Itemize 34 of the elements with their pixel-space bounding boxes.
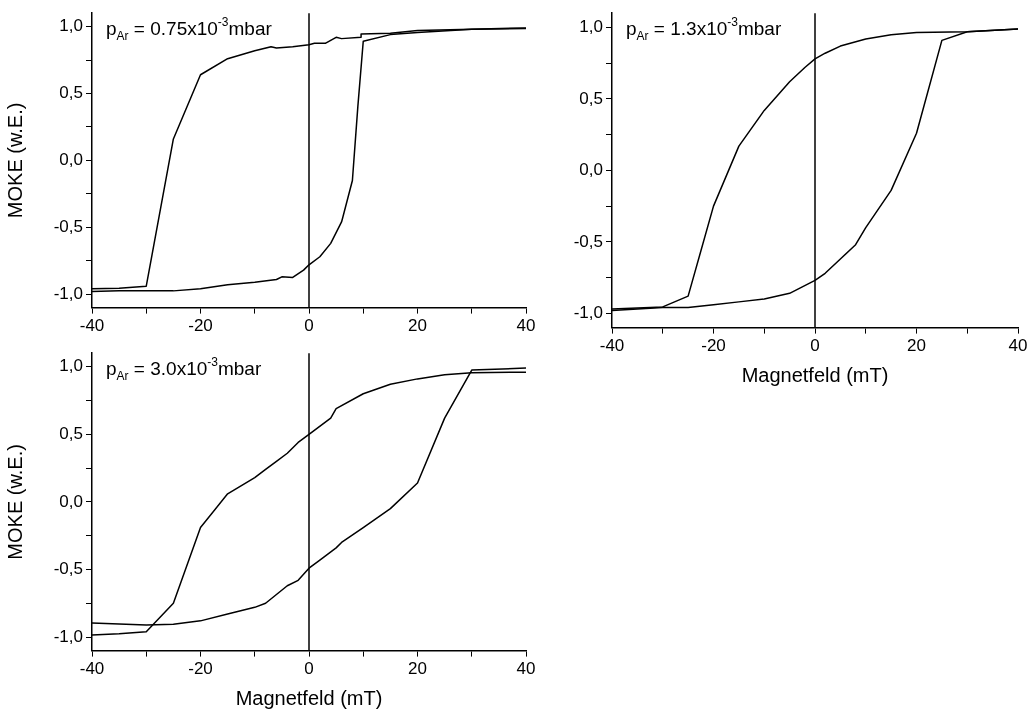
x-tick-label: -20 [701, 336, 726, 356]
y-tick-label: -0,5 [53, 217, 83, 236]
y-tick-label: 0,5 [59, 83, 83, 103]
x-tick-label: 40 [516, 316, 536, 336]
y-tick-label: 1,0 [59, 356, 83, 376]
y-tick-label: -0,5 [573, 231, 603, 251]
y-tick-label: -1,0 [573, 303, 603, 322]
y-tick-label: 0,5 [59, 424, 83, 443]
x-tick-label: 20 [907, 336, 926, 356]
y-tick-label: 1,0 [579, 17, 603, 37]
y-tick-label: 0,0 [59, 491, 83, 511]
x-axis-title: Magnetfeld (mT) [741, 363, 889, 386]
x-tick-label: 20 [408, 316, 427, 336]
x-tick-label: 20 [408, 659, 427, 679]
x-tick-label: -40 [79, 659, 105, 679]
y-tick-label: -0,5 [53, 559, 83, 579]
x-tick-label: 0 [810, 336, 820, 356]
y-tick-label: -1,0 [53, 626, 83, 646]
x-tick-label: -40 [599, 336, 625, 356]
y-tick-label: 1,0 [59, 16, 83, 36]
x-axis-title: Magnetfeld (mT) [235, 686, 383, 709]
x-tick-label: 0 [304, 659, 314, 679]
y-axis-title: MOKE (w.E.) [3, 444, 26, 560]
x-tick-label: -40 [79, 316, 105, 336]
x-tick-label: -20 [188, 316, 213, 336]
y-tick-label: 0,0 [59, 150, 83, 170]
x-tick-label: 40 [516, 659, 536, 679]
y-axis-title: MOKE (w.E.) [3, 102, 26, 219]
y-tick-label: 0,0 [579, 160, 603, 180]
x-tick-label: 0 [304, 316, 314, 336]
y-tick-label: 0,5 [579, 88, 603, 108]
y-tick-label: -1,0 [53, 283, 83, 303]
x-tick-label: -20 [188, 659, 213, 679]
x-tick-label: 40 [1008, 336, 1028, 356]
